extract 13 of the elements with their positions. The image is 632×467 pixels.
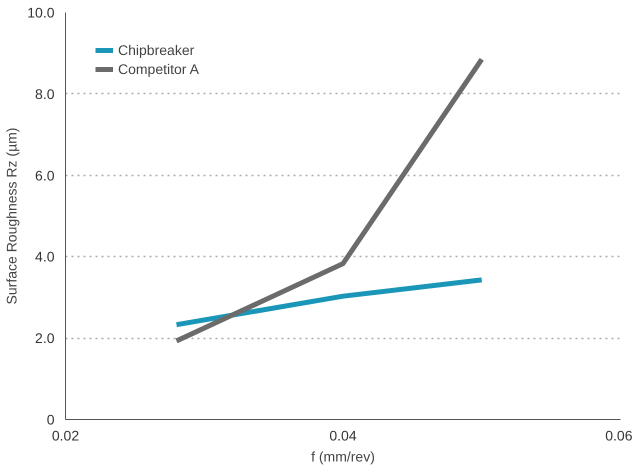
x-tick-label: 0.02 (52, 428, 80, 444)
y-tick-label: 4.0 (35, 248, 55, 265)
legend-label: Competitor A (118, 61, 199, 77)
y-tick-label: 0 (46, 412, 55, 428)
legend-label: Chipbreaker (118, 42, 194, 58)
y-tick-label: 6.0 (35, 167, 55, 184)
x-tick-label: 0.04 (329, 428, 357, 444)
y-axis-title: Surface Roughness Rz (µm) (3, 128, 20, 304)
y-tick-label: 10.0 (27, 4, 55, 20)
x-axis-title: f (mm/rev) (311, 448, 375, 464)
y-tick-label: 8.0 (35, 86, 55, 102)
y-tick-label: 2.0 (35, 330, 55, 346)
x-tick-label: 0.06 (605, 428, 632, 444)
